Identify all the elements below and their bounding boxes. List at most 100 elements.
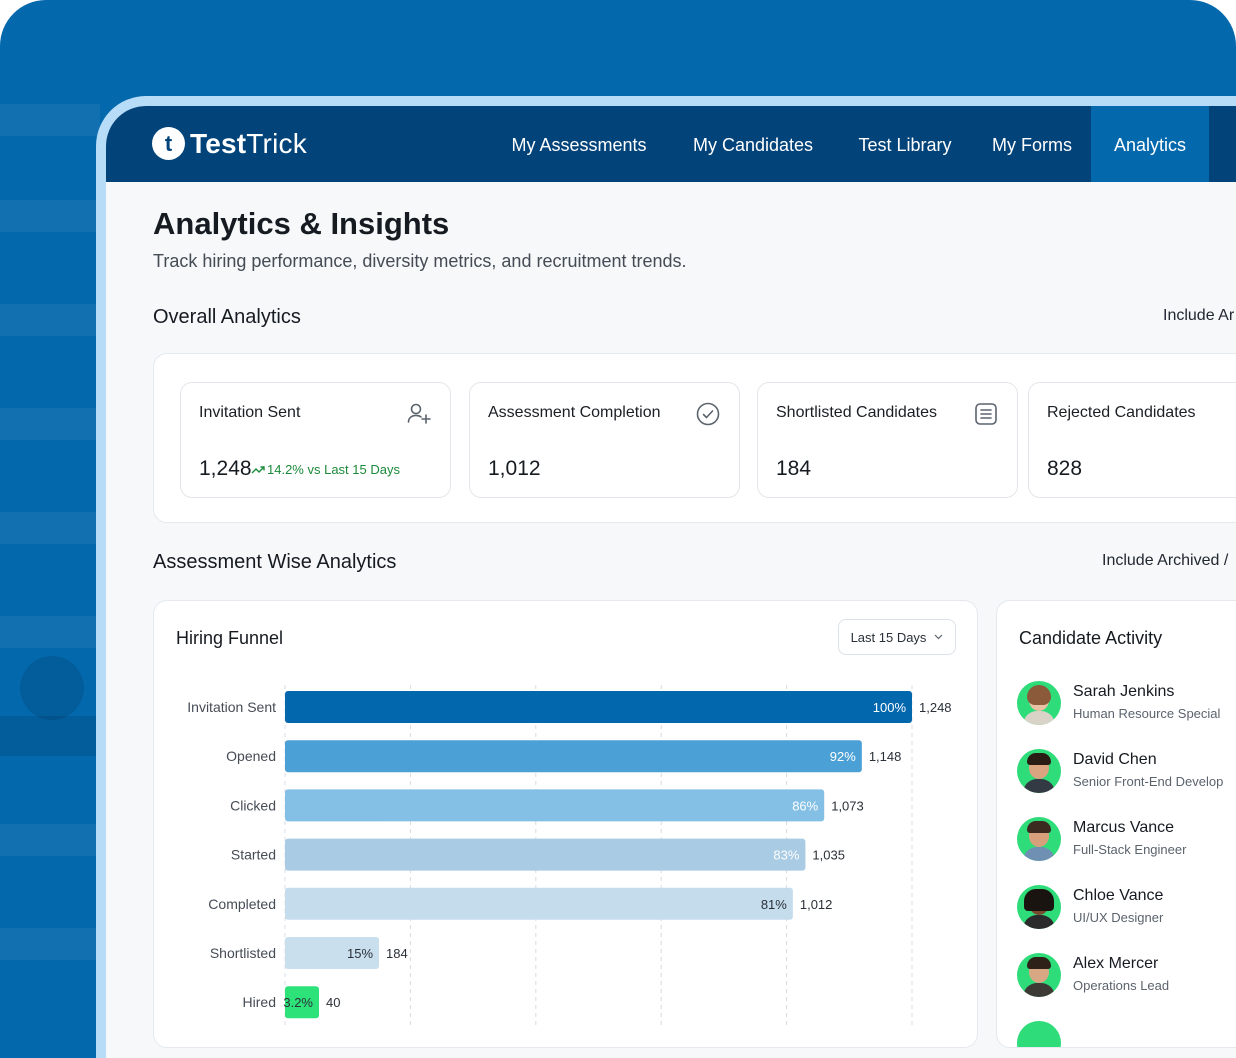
top-navigation: t TestTrick My Assessments My Candidates… [106,106,1236,182]
nav-my-forms[interactable]: My Forms [992,135,1072,155]
percent-label: 100% [873,700,907,715]
app-window: t TestTrick My Assessments My Candidates… [106,106,1236,1058]
value-label: 40 [326,995,340,1010]
category-label: Invitation Sent [187,699,276,715]
decorative-person-icon [20,656,84,720]
candidate-role: Human Resource Special [1073,706,1221,721]
decorative-stripe [0,616,100,648]
page-title: Analytics & Insights [153,206,450,241]
category-label: Clicked [230,797,276,813]
decorative-stripe [0,200,100,232]
include-archived-toggle[interactable]: Include Ar [1163,307,1235,324]
category-label: Opened [226,748,276,764]
candidate-item-partial[interactable] [1017,1021,1236,1047]
stat-card-invitation-sent[interactable]: Invitation Sent 1,248 14.2% vs Last 15 D… [180,382,451,498]
avatar [1017,953,1061,997]
decorative-stripe [0,928,100,960]
avatar [1017,1021,1061,1047]
stat-value: 1,012 [488,457,541,480]
stat-value: 828 [1047,457,1083,480]
value-label: 1,148 [869,749,902,764]
date-range-label: Last 15 Days [850,629,927,645]
user-plus-icon [407,403,431,424]
stat-trend: 14.2% vs Last 15 Days [251,462,400,477]
funnel-bar [285,838,806,871]
stat-card-assessment-completion[interactable]: Assessment Completion 1,012 [469,382,740,498]
hiring-funnel-panel: Hiring Funnel Last 15 Days Invitation Se… [153,600,978,1048]
value-label: 184 [386,946,408,961]
category-label: Shortlisted [210,945,276,961]
include-archived-assessment-toggle[interactable]: Include Archived / [1102,552,1229,569]
candidate-role: Operations Lead [1073,978,1170,993]
stat-card-rejected[interactable]: Rejected Candidates 828 [1028,382,1236,498]
stat-label: Shortlisted Candidates [776,404,937,421]
category-label: Started [231,847,276,863]
decorative-person-body [0,716,100,756]
funnel-bar [285,789,825,822]
stat-trend-text: 14.2% vs Last 15 Days [267,462,400,477]
logo-text-bold: Test [190,127,247,159]
funnel-bar [285,740,862,773]
candidate-item[interactable]: Sarah Jenkins Human Resource Special [1017,681,1236,727]
candidate-role: Senior Front-End Develop [1073,774,1224,789]
assessment-analytics-title: Assessment Wise Analytics [153,551,397,573]
avatar [1017,681,1061,725]
trend-up-icon [251,465,265,473]
nav-test-library[interactable]: Test Library [858,135,952,155]
percent-label: 86% [792,798,818,813]
logo-text-light: Trick [246,127,307,159]
decorative-stripe [0,408,100,440]
funnel-bar [285,986,319,1019]
percent-label: 81% [761,897,787,912]
avatar [1017,817,1061,861]
stat-label: Assessment Completion [488,404,661,421]
candidate-item[interactable]: Alex Mercer Operations Lead [1017,953,1236,999]
funnel-bar [285,691,912,723]
decorative-stripe [0,304,100,336]
candidate-name: Marcus Vance [1073,819,1175,836]
candidate-item[interactable]: David Chen Senior Front-End Develop [1017,749,1236,795]
percent-label: 3.2% [283,995,313,1010]
category-label: Hired [243,994,276,1010]
candidate-name: Chloe Vance [1073,887,1164,904]
nav-my-assessments[interactable]: My Assessments [511,135,647,155]
percent-label: 92% [830,749,856,764]
hiring-funnel-title: Hiring Funnel [176,628,284,648]
decorative-stripe [0,824,100,856]
candidate-item[interactable]: Chloe Vance UI/UX Designer [1017,885,1236,931]
date-range-dropdown[interactable]: Last 15 Days [838,619,956,655]
value-label: 1,035 [812,848,845,863]
candidate-activity-panel: Candidate Activity Sarah Jenkins Human R… [996,600,1236,1048]
candidate-name: Sarah Jenkins [1073,683,1175,700]
nav-my-candidates[interactable]: My Candidates [692,135,814,155]
percent-label: 83% [773,848,799,863]
candidate-role: Full-Stack Engineer [1073,842,1187,857]
overall-analytics-panel: Invitation Sent 1,248 14.2% vs Last 15 D… [153,353,1236,523]
stat-label: Rejected Candidates [1047,404,1196,421]
logo-text: TestTrick [190,128,307,160]
overall-analytics-title: Overall Analytics [153,306,301,328]
nav-analytics[interactable]: Analytics [1091,106,1209,182]
decorative-stripe [0,512,100,544]
avatar [1017,749,1061,793]
candidate-item[interactable]: Marcus Vance Full-Stack Engineer [1017,817,1236,863]
avatar [1017,885,1061,929]
stat-card-shortlisted[interactable]: Shortlisted Candidates 184 [757,382,1018,498]
testtrick-logo[interactable]: t TestTrick [152,127,307,160]
candidate-role: UI/UX Designer [1073,910,1164,925]
logo-mark-icon: t [152,127,185,160]
page-subtitle: Track hiring performance, diversity metr… [153,251,687,271]
candidate-activity-title: Candidate Activity [1019,628,1163,648]
stat-value: 184 [776,457,812,480]
decorative-stripe [0,104,100,136]
value-label: 1,012 [800,897,833,912]
category-label: Completed [208,896,276,912]
value-label: 1,248 [919,700,952,715]
stat-label: Invitation Sent [199,404,301,421]
percent-label: 15% [347,946,373,961]
candidate-name: Alex Mercer [1073,955,1159,972]
stat-value: 1,248 [199,457,252,480]
funnel-bar [285,937,380,969]
check-circle-icon [696,402,720,426]
